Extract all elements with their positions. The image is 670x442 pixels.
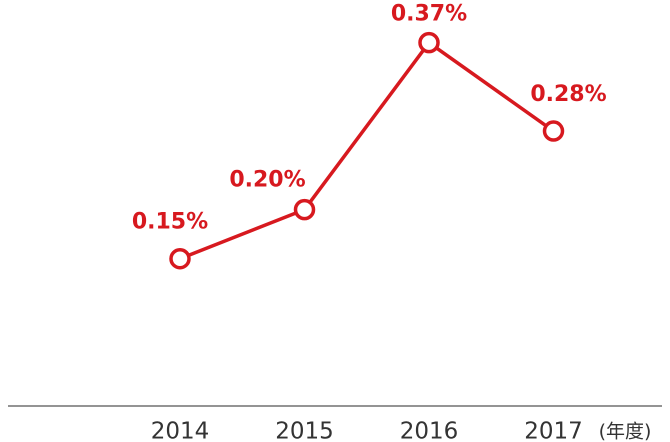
x-tick-label: 2015 (275, 419, 334, 442)
x-unit-label: (年度) (599, 421, 652, 442)
marker (169, 247, 191, 270)
x-tick-label: 2017 (524, 419, 583, 442)
value-label: 0.37% (391, 2, 467, 27)
x-tick-label: 2014 (151, 419, 210, 442)
x-tick-label: 2016 (400, 419, 459, 442)
marker (293, 198, 316, 221)
line (179, 40, 555, 261)
marker (418, 31, 440, 54)
value-label: 0.28% (530, 82, 606, 107)
marker (542, 120, 565, 142)
value-label: 0.20% (229, 168, 305, 193)
value-label: 0.15% (132, 210, 208, 235)
